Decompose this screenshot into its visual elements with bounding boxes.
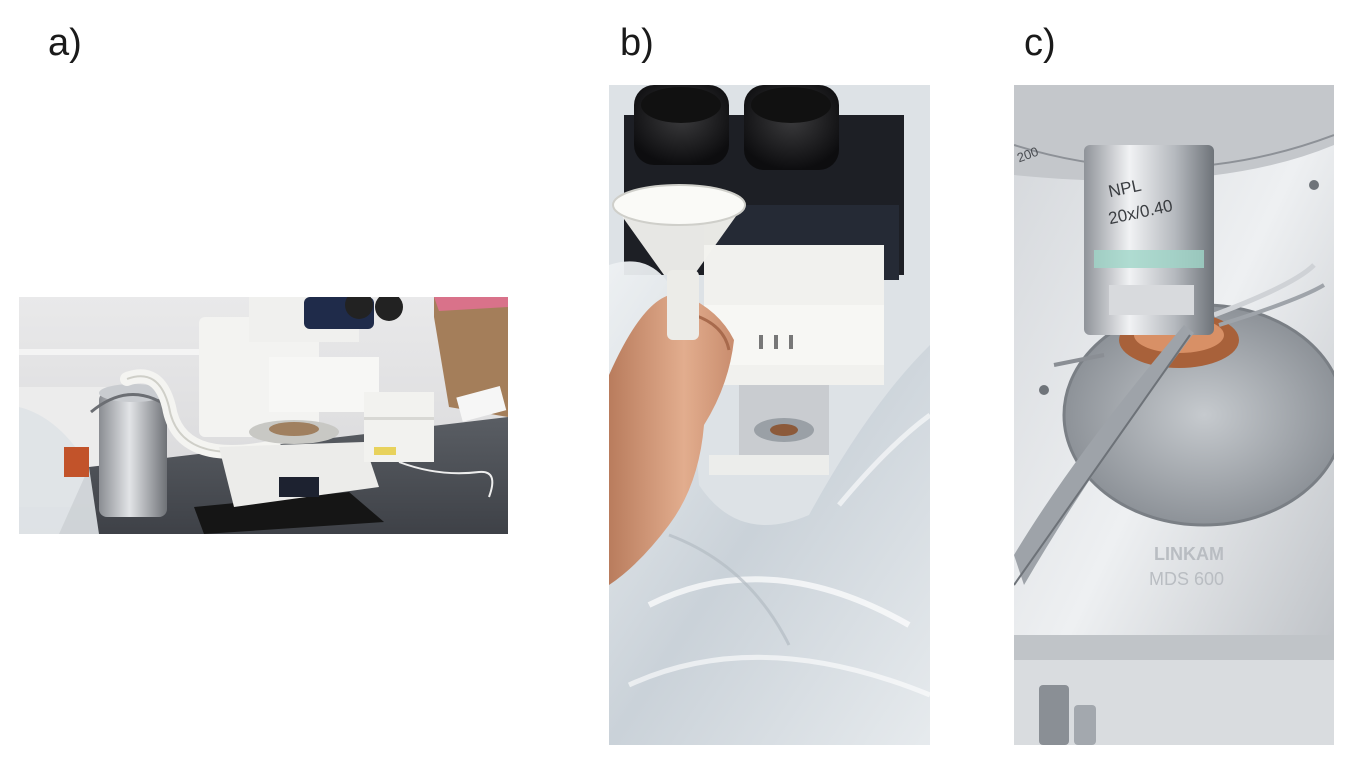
photo-funnel-pouring <box>609 85 930 745</box>
microscope-dewar-image <box>19 297 508 534</box>
stage-engraving-line1: LINKAM <box>1154 544 1224 564</box>
objective-stage-image: NPL 20x/0.40 200 LINKAM MDS 600 <box>1014 85 1334 745</box>
panel-label-c: c) <box>1024 22 1056 64</box>
photo-objective-stage: NPL 20x/0.40 200 LINKAM MDS 600 <box>1014 85 1334 745</box>
panel-label-b: b) <box>620 22 654 64</box>
stage-engraving-line2: MDS 600 <box>1149 569 1224 589</box>
photo-microscope-dewar <box>19 297 508 534</box>
funnel-pouring-image <box>609 85 930 745</box>
panel-label-a: a) <box>48 22 82 64</box>
ring-engraving: 200 <box>1015 144 1041 166</box>
